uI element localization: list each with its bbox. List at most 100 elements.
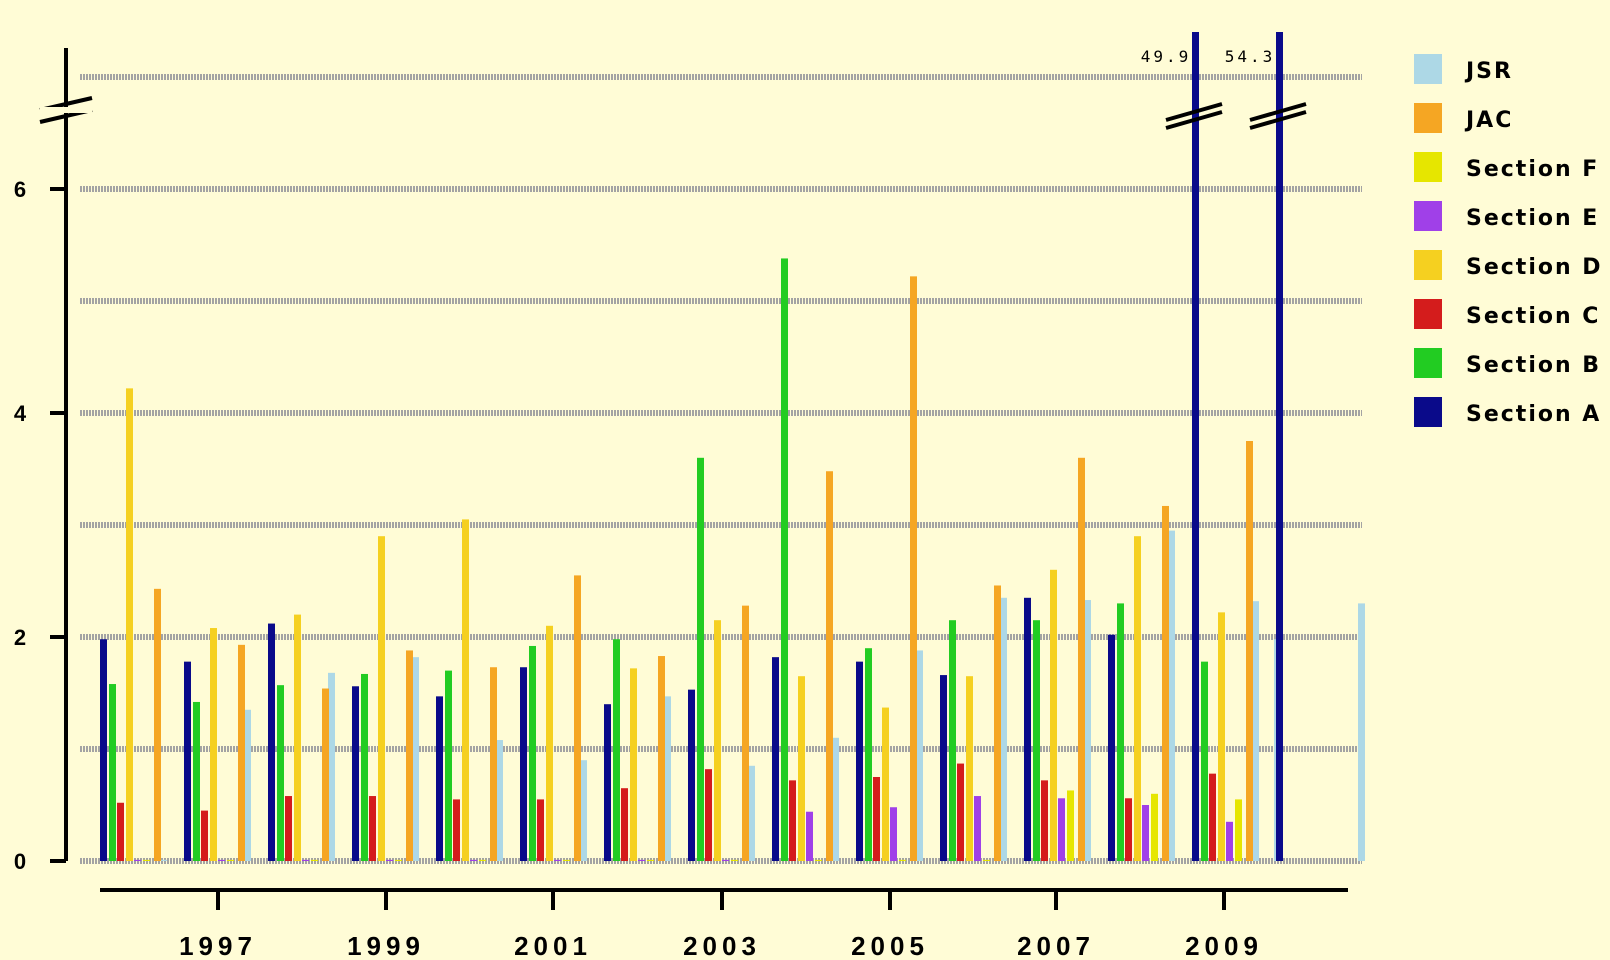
legend-label: Section C [1466, 304, 1600, 329]
x-tick-label: 2007 [1017, 931, 1095, 960]
bar-jsr [664, 696, 671, 861]
bar-break-mark [1249, 110, 1307, 130]
bar-jac [742, 605, 749, 861]
bar-section-d [882, 707, 889, 861]
bar-break-mark [1165, 102, 1223, 122]
bar-section-b [949, 620, 956, 861]
bar-section-b [1033, 620, 1040, 861]
bar-section-a [268, 623, 275, 861]
bar-section-a [100, 639, 107, 861]
bar-section-a [688, 689, 695, 861]
bar-section-e [638, 859, 645, 861]
bars [100, 32, 1365, 861]
bar-section-f [143, 859, 150, 861]
legend-swatch [1414, 397, 1442, 427]
bar-section-f [479, 859, 486, 861]
bar-section-a [352, 686, 359, 861]
bar-jac [574, 575, 581, 861]
bar-section-f [815, 859, 822, 861]
bar-section-c [789, 780, 796, 861]
bar-section-f [1151, 793, 1158, 861]
legend-label: Section E [1466, 206, 1599, 231]
bar-section-e [1226, 821, 1233, 861]
bar-jac [658, 656, 665, 861]
bar-section-a [940, 675, 947, 861]
bar-section-a [520, 667, 527, 861]
bar-section-b [529, 645, 536, 861]
bar-section-d [630, 668, 637, 861]
x-tick-label: 2001 [514, 931, 592, 960]
legend-swatch [1414, 201, 1442, 231]
legend-swatch [1414, 152, 1442, 182]
bar-section-a [184, 661, 191, 861]
legend-swatch [1414, 250, 1442, 280]
y-tick-label: 4 [14, 401, 27, 426]
bar-jsr [244, 709, 251, 861]
bar-jsr [916, 650, 923, 861]
y-tick-label: 0 [14, 849, 26, 874]
bar-section-d [462, 519, 469, 861]
bar-section-d [1134, 536, 1141, 861]
bar-section-f [311, 859, 318, 861]
legend-swatch [1414, 348, 1442, 378]
bar-jsr [832, 737, 839, 861]
bar-section-c [705, 769, 712, 861]
bar-break-mark [1249, 102, 1307, 122]
bar-jsr [160, 859, 167, 861]
bar-section-c [117, 802, 124, 861]
axes: 0 2 4 6 1997 1999 2001 2003 2005 2007 2009 49.9 54.3 [14, 47, 1348, 960]
bar-jsr [496, 740, 503, 861]
bar-section-c [873, 777, 880, 861]
bar-section-f [1235, 799, 1242, 861]
bar-section-c [1209, 773, 1216, 861]
legend-label: Section F [1466, 157, 1599, 182]
bar-section-c [1041, 780, 1048, 861]
bar-section-e [554, 859, 561, 861]
bar-value-annotation: 54.3 [1225, 47, 1276, 66]
bar-section-c [957, 763, 964, 861]
legend-label: Section D [1466, 255, 1603, 280]
bar-section-d [294, 614, 301, 861]
bar-section-c [537, 799, 544, 861]
bar-jac [1162, 505, 1169, 861]
bar-jac [322, 688, 329, 861]
bar-section-e [1142, 805, 1149, 861]
bar-section-e [218, 859, 225, 861]
bar-section-e [302, 859, 309, 861]
bar-section-d [546, 625, 553, 861]
bar-section-b [445, 670, 452, 861]
bar-jsr [1000, 597, 1007, 861]
bar-jsr [580, 760, 587, 861]
bar-section-d [1218, 612, 1225, 861]
bar-section-b [1117, 603, 1124, 861]
bar-section-d [210, 628, 217, 861]
bar-jsr [748, 765, 755, 861]
bar-section-d [714, 620, 721, 861]
bar-section-f [731, 859, 738, 861]
bar-jac [154, 588, 161, 861]
x-tick-label: 2005 [851, 931, 929, 960]
bar-section-b [109, 684, 116, 861]
bar-jac [238, 644, 245, 861]
bar-section-a [772, 657, 779, 861]
bar-section-e [470, 859, 477, 861]
bar-section-e [1058, 798, 1065, 861]
bar-section-a [436, 696, 443, 861]
bar-section-e [134, 859, 141, 861]
bar-jsr [1168, 530, 1175, 861]
bar-section-b [781, 258, 788, 861]
bar-value-annotation: 49.9 [1141, 47, 1192, 66]
bar-jsr [1358, 603, 1365, 861]
bar-section-d [966, 676, 973, 861]
bar-section-a [1024, 597, 1031, 861]
bar-jac [826, 471, 833, 861]
bar-section-f [395, 859, 402, 861]
bar-section-f [1067, 790, 1074, 861]
legend-label: Section A [1466, 402, 1601, 427]
bar-section-d [1050, 569, 1057, 861]
y-tick-label: 2 [14, 625, 26, 650]
bar-section-a [856, 661, 863, 861]
legend-label: Section B [1466, 353, 1601, 378]
bar-section-f [899, 859, 906, 861]
